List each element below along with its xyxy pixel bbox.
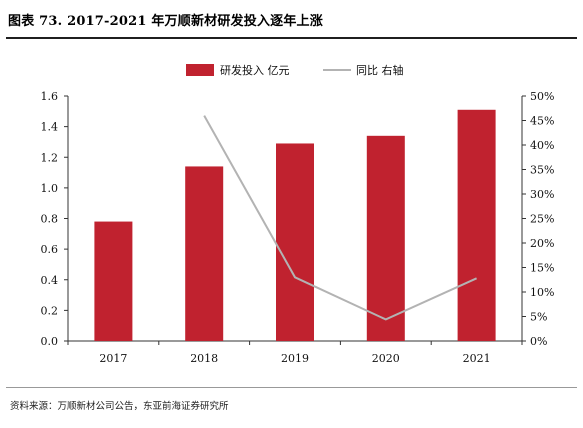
- line-yoy-growth: [203, 115, 478, 321]
- right-tick-label: 15%: [530, 262, 554, 275]
- bar-rd-investment: [366, 135, 405, 341]
- x-tick-label: 2021: [463, 352, 491, 365]
- right-tick-label: 35%: [530, 164, 554, 177]
- bar-rd-investment: [276, 143, 314, 341]
- source-note: 资料来源：万顺新材公司公告，东亚前海证券研究所: [10, 401, 229, 412]
- right-tick-label: 30%: [530, 188, 554, 201]
- right-tick-label: 40%: [530, 139, 554, 152]
- left-tick-label: 1.0: [41, 182, 59, 195]
- right-tick-label: 45%: [530, 115, 554, 128]
- right-tick-label: 5%: [530, 311, 547, 324]
- left-tick-label: 0.4: [41, 274, 59, 287]
- x-tick-label: 2020: [372, 352, 400, 365]
- bar-rd-investment: [185, 166, 224, 341]
- left-tick-label: 0.6: [41, 243, 59, 256]
- left-tick-label: 1.4: [41, 121, 59, 134]
- right-tick-label: 10%: [530, 286, 554, 299]
- right-tick-label: 50%: [530, 90, 554, 103]
- left-tick-label: 1.6: [41, 90, 59, 103]
- legend-label-line: 同比 右轴: [356, 63, 404, 77]
- title-divider: [6, 37, 577, 39]
- left-tick-label: 0.2: [41, 304, 59, 317]
- right-tick-label: 25%: [530, 213, 554, 226]
- left-tick-label: 1.2: [41, 151, 59, 164]
- source-divider: [6, 387, 577, 388]
- bar-rd-investment: [94, 221, 133, 341]
- figure-title: 图表 73. 2017-2021 年万顺新材研发投入逐年上涨: [8, 14, 323, 29]
- left-tick-label: 0.8: [41, 213, 59, 226]
- bar-rd-investment: [457, 109, 496, 341]
- x-tick-label: 2018: [190, 352, 218, 365]
- legend-swatch-bar: [186, 64, 214, 76]
- right-tick-label: 20%: [530, 237, 554, 250]
- x-tick-label: 2019: [281, 352, 309, 365]
- x-tick-label: 2017: [99, 352, 127, 365]
- left-tick-label: 0.0: [41, 335, 59, 348]
- legend-label-bar: 研发投入 亿元: [220, 63, 290, 77]
- right-tick-label: 0%: [530, 335, 547, 348]
